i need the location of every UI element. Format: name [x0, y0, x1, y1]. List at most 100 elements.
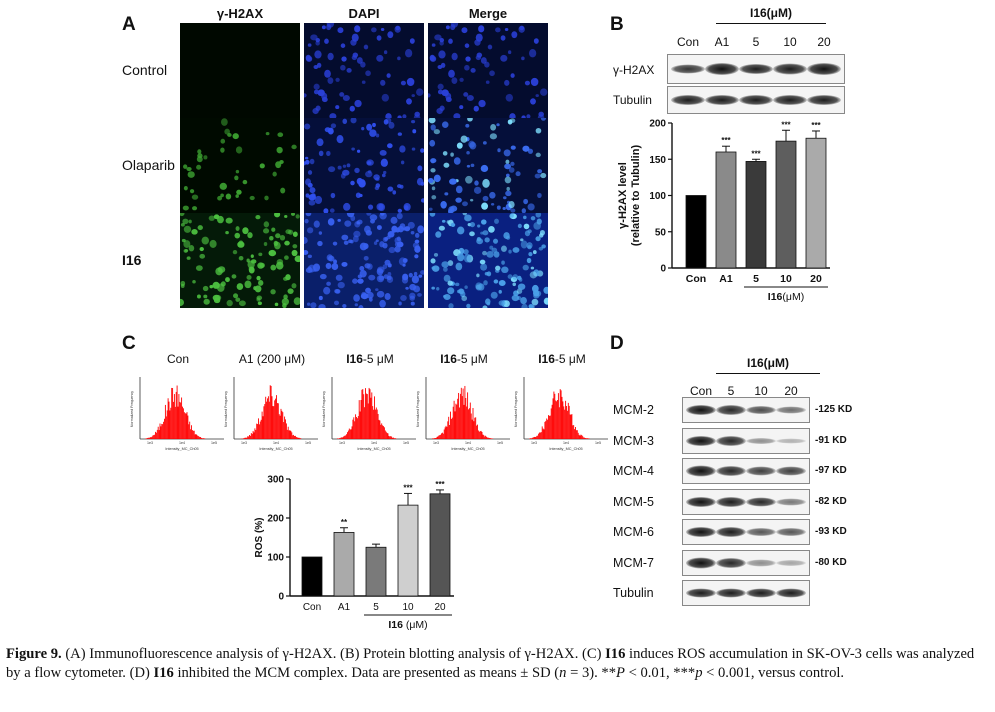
- d-kd-label-0: -125 KD: [815, 404, 853, 415]
- svg-text:Normalized Frequency: Normalized Frequency: [224, 391, 228, 427]
- bar-20: [805, 137, 827, 269]
- flow-histogram-0: Normalized Frequency Intensity_MC_Ch05 1e3…: [128, 373, 228, 451]
- hist-title-bold-3: I16: [440, 352, 457, 366]
- d-blot-label-4: MCM-6: [613, 525, 654, 539]
- d-group-line: [716, 373, 820, 374]
- panel-a-letter: A: [122, 14, 136, 35]
- svg-text:Con: Con: [303, 602, 321, 613]
- d-kd-label-3: -82 KD: [815, 495, 847, 507]
- svg-text:Intensity_MC_Ch05: Intensity_MC_Ch05: [451, 447, 484, 451]
- hist-title-text-4: -5 μM: [554, 352, 586, 366]
- svg-text:5: 5: [373, 602, 379, 613]
- d-blot-label-0: MCM-2: [613, 403, 654, 417]
- b-blot-tubulin: [667, 86, 845, 114]
- flow-histogram-1: Normalized Frequency Intensity_MC_Ch05 1e3…: [222, 373, 322, 451]
- bar-5: [365, 546, 387, 597]
- d-blot-2: [682, 458, 810, 484]
- d-lane-2: 10: [754, 384, 768, 398]
- hist-title-text-3: -5 μM: [456, 352, 488, 366]
- svg-text:1e4: 1e4: [465, 441, 471, 445]
- d-blot-3: [682, 488, 810, 515]
- d-lane-0: Con: [689, 384, 712, 398]
- svg-text:Normalized Frequency: Normalized Frequency: [514, 391, 518, 427]
- hist-title-bold-4: I16: [538, 352, 555, 366]
- svg-text:Normalized Frequency: Normalized Frequency: [130, 391, 134, 427]
- svg-text:***: ***: [403, 483, 413, 492]
- svg-text:(relative to Tubulin): (relative to Tubulin): [630, 145, 642, 247]
- micro-tile-r2-c1: [304, 213, 424, 308]
- b-blot-gamma: [667, 54, 845, 84]
- svg-text:Normalized Frequency: Normalized Frequency: [416, 391, 420, 427]
- svg-text:1e3: 1e3: [241, 441, 247, 445]
- d-blot-5: [682, 549, 810, 576]
- row-label-olaparib: Olaparib: [122, 157, 175, 173]
- b-lane-3: 10: [783, 35, 797, 49]
- svg-text:1e5: 1e5: [497, 441, 503, 445]
- svg-text:I16 (μM): I16 (μM): [388, 619, 427, 631]
- svg-text:ROS (%): ROS (%): [254, 518, 265, 558]
- hist-title-bold-2: I16: [346, 352, 363, 366]
- micro-tile-r0-c1: [304, 23, 424, 118]
- svg-text:100: 100: [267, 553, 284, 564]
- b-lane-4: 20: [817, 35, 831, 49]
- b-group-line: [716, 23, 826, 24]
- d-lane-3: 20: [784, 384, 798, 398]
- svg-text:A1: A1: [338, 602, 351, 613]
- svg-text:10: 10: [402, 602, 414, 613]
- svg-text:Intensity_MC_Ch05: Intensity_MC_Ch05: [357, 447, 390, 451]
- svg-text:10: 10: [780, 273, 792, 285]
- svg-text:Normalized Frequency: Normalized Frequency: [322, 391, 326, 427]
- panel-d-letter: D: [610, 333, 624, 354]
- svg-text:1e4: 1e4: [179, 441, 185, 445]
- caption-n-var: n: [559, 664, 567, 681]
- svg-text:***: ***: [721, 136, 731, 145]
- svg-text:1e5: 1e5: [595, 441, 601, 445]
- svg-text:***: ***: [435, 480, 445, 489]
- svg-text:***: ***: [811, 121, 821, 130]
- caption-text-c: inhibited the MCM complex. Data are pres…: [173, 664, 560, 681]
- bar-A1: [333, 532, 355, 597]
- svg-text:200: 200: [649, 119, 666, 130]
- d-kd-label-4: -93 KD: [815, 526, 847, 537]
- svg-text:200: 200: [267, 514, 284, 525]
- svg-text:1e5: 1e5: [211, 441, 217, 445]
- micro-tile-r1-c0: [180, 118, 300, 213]
- figure-caption: Figure 9. (A) Immunofluorescence analysi…: [6, 645, 991, 682]
- svg-text:0: 0: [278, 592, 284, 603]
- col-header-dapi: DAPI: [348, 6, 380, 21]
- flow-histogram-2: Normalized Frequency Intensity_MC_Ch05 1e3…: [320, 373, 420, 451]
- hist-title-3: I16-5 μM: [414, 352, 514, 366]
- svg-text:1e3: 1e3: [531, 441, 537, 445]
- bar-20: [429, 493, 451, 597]
- chart-c-bar: 0 100 200 300 Con ** A1 5 *** 10 *** 20 I16 (μM) ROS …: [254, 475, 454, 631]
- svg-text:20: 20: [810, 273, 822, 285]
- svg-text:A1: A1: [719, 273, 733, 285]
- svg-text:γ-H2AX level: γ-H2AX level: [617, 162, 629, 229]
- micro-tile-r2-c2: [428, 213, 548, 308]
- caption-bold-2: I16: [153, 664, 174, 681]
- svg-text:***: ***: [751, 149, 761, 158]
- col-header-gamma-h2ax: γ-H2AX: [216, 6, 264, 21]
- hist-title-text-1: A1 (200 μM): [238, 352, 306, 366]
- b-blot-label-gamma: γ-H2AX: [613, 63, 655, 77]
- caption-fig-label: Figure 9.: [6, 646, 62, 662]
- micro-tile-r1-c2: [428, 118, 548, 213]
- d-blot-0: [682, 397, 810, 423]
- svg-text:1e4: 1e4: [563, 441, 569, 445]
- svg-text:1e3: 1e3: [433, 441, 439, 445]
- svg-text:150: 150: [649, 155, 666, 166]
- svg-text:***: ***: [781, 120, 791, 129]
- svg-text:**: **: [341, 518, 348, 527]
- d-lane-1: 5: [727, 384, 735, 398]
- micro-tile-r2-c0: [180, 213, 300, 308]
- svg-text:1e3: 1e3: [147, 441, 153, 445]
- hist-title-text-2: -5 μM: [362, 352, 394, 366]
- svg-text:5: 5: [753, 273, 759, 285]
- d-blot-label-6: Tubulin: [613, 586, 654, 600]
- caption-text-f: < 0.001, versus control.: [702, 664, 845, 681]
- col-header-merge: Merge: [468, 6, 508, 21]
- svg-text:I16(μM): I16(μM): [768, 291, 804, 303]
- bar-10: [397, 504, 419, 597]
- caption-text-b: induces ROS accumulation in SK-OV-3 cell…: [6, 646, 975, 681]
- svg-text:20: 20: [434, 602, 446, 613]
